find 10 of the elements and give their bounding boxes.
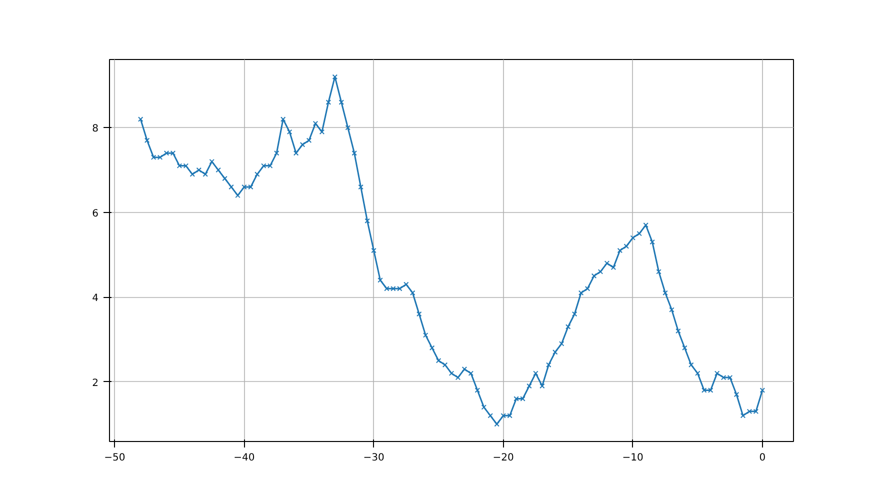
y-tick-label: 8 (92, 124, 99, 135)
x-tick-label: −40 (234, 452, 255, 464)
x-tick-label: −20 (492, 452, 514, 464)
x-tick-label: −30 (363, 452, 384, 464)
x-tick-label: −50 (104, 452, 126, 464)
y-tick-label: 4 (92, 293, 99, 304)
x-tick-label: −10 (622, 452, 644, 464)
x-tick-label: 0 (759, 452, 766, 464)
y-tick-label: 6 (92, 208, 99, 220)
y-tick-label: 2 (92, 378, 99, 389)
